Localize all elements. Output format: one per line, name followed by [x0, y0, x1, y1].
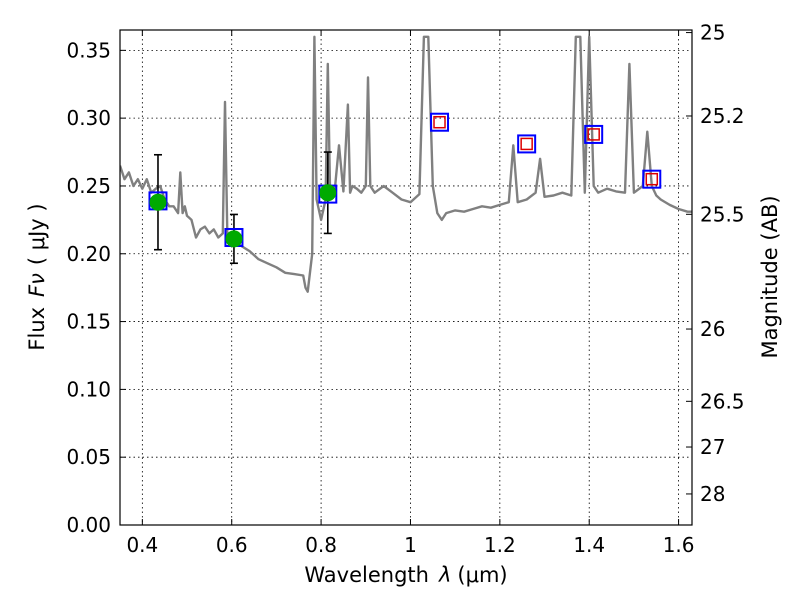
y2-tick-label: 25 [700, 21, 725, 45]
x-tick-label: 1 [404, 533, 417, 557]
y-tick-label: 0.25 [66, 174, 111, 198]
y-tick-label: 0.20 [66, 242, 111, 266]
x-tick-label: 0.8 [305, 533, 337, 557]
axis-ticks: 0.4 0.6 0.8 1 1.2 1.4 1.6 0.00 0.05 0.10 0.15 0.20 0… [66, 21, 744, 557]
model-photometry-square [584, 124, 604, 144]
observed-point [225, 230, 243, 248]
y-axis-label: FluxFν( μJy ) [25, 203, 49, 350]
x-tick-label: 0.6 [216, 533, 248, 557]
x-axis-label: Wavelength λ (μm) [304, 563, 507, 587]
y-tick-label: 0.15 [66, 310, 111, 334]
x-tick-label: 0.4 [126, 533, 158, 557]
predicted-photometry-square [433, 115, 446, 129]
x-tick-label: 1.2 [484, 533, 516, 557]
predicted-photometry-square [645, 172, 659, 186]
y2-tick-label: 26.5 [700, 389, 745, 413]
y-tick-label: 0.00 [66, 513, 111, 537]
gridlines [120, 30, 692, 526]
y2-tick-label: 25.5 [700, 202, 745, 226]
y2-tick-label: 27 [700, 435, 725, 459]
model-spectrum-line [120, 35, 692, 293]
y2-axis-label: Magnitude (AB) [758, 195, 782, 358]
observed-point [319, 184, 337, 202]
y-tick-label: 0.05 [66, 445, 111, 469]
y2-tick-label: 28 [700, 482, 725, 506]
model-photometry-square [642, 169, 662, 189]
y2-tick-label: 26 [700, 317, 725, 341]
plot-area [120, 35, 692, 293]
model-photometry-square [430, 112, 450, 132]
model-photometry-square [517, 134, 537, 154]
x-tick-label: 1.4 [573, 533, 605, 557]
y-tick-label: 0.10 [66, 377, 111, 401]
x-tick-label: 1.6 [663, 533, 695, 557]
y-tick-label: 0.30 [66, 106, 111, 130]
plot-frame [119, 29, 693, 526]
y-tick-label: 0.35 [66, 38, 111, 62]
predicted-photometry-square [520, 137, 533, 151]
y2-tick-label: 25.2 [700, 104, 745, 128]
predicted-photometry-square [587, 128, 600, 141]
observed-point [149, 193, 167, 211]
